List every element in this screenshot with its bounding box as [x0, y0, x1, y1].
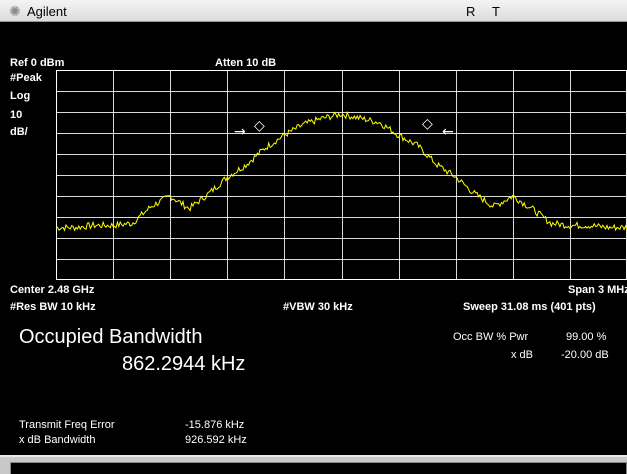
softkey-panel: [0, 455, 627, 474]
scale-value: 10: [10, 109, 23, 121]
spectrum-trace: [55, 110, 627, 232]
detector-label: #Peak: [10, 72, 42, 84]
occ-bw-pwr-label: Occ BW % Pwr: [453, 331, 529, 343]
vbw: #VBW 30 kHz: [283, 301, 353, 313]
softkey-area[interactable]: [10, 462, 627, 474]
right-bandwidth-arrow: ←: [442, 124, 454, 140]
occupied-bandwidth-value: 862.2944 kHz: [122, 353, 246, 375]
right-marker: ◇: [422, 116, 433, 132]
center-frequency: Center 2.48 GHz: [10, 284, 95, 296]
x-db-label: x dB: [511, 349, 534, 361]
x-db-bandwidth-value: 926.592 kHz: [185, 434, 247, 446]
title-bar: ✺ Agilent R T: [0, 0, 627, 22]
brand-name: Agilent: [27, 4, 67, 19]
attenuation: Atten 10 dB: [215, 57, 277, 69]
trigger-indicator: T: [492, 4, 500, 19]
agilent-spark-icon: ✺: [9, 3, 21, 19]
span: Span 3 MHz: [568, 284, 627, 296]
scale-type: Log: [10, 90, 31, 102]
left-marker: ◇: [254, 118, 265, 134]
measurement-title: Occupied Bandwidth: [19, 326, 203, 348]
x-db-bandwidth-label: x dB Bandwidth: [19, 434, 96, 446]
left-bandwidth-arrow: →: [234, 124, 246, 140]
scale-unit: dB/: [10, 126, 28, 138]
x-db-value: -20.00 dB: [561, 349, 609, 361]
occ-bw-pwr-value: 99.00 %: [566, 331, 607, 343]
freq-error-label: Transmit Freq Error: [19, 419, 115, 431]
res-bw: #Res BW 10 kHz: [10, 301, 96, 313]
freq-error-value: -15.876 kHz: [185, 419, 245, 431]
sweep-time: Sweep 31.08 ms (401 pts): [463, 301, 596, 313]
spectrum-plot: → ◇ ◇ ←: [55, 70, 627, 280]
ref-level: Ref 0 dBm: [10, 57, 65, 69]
remote-indicator: R: [466, 4, 476, 19]
